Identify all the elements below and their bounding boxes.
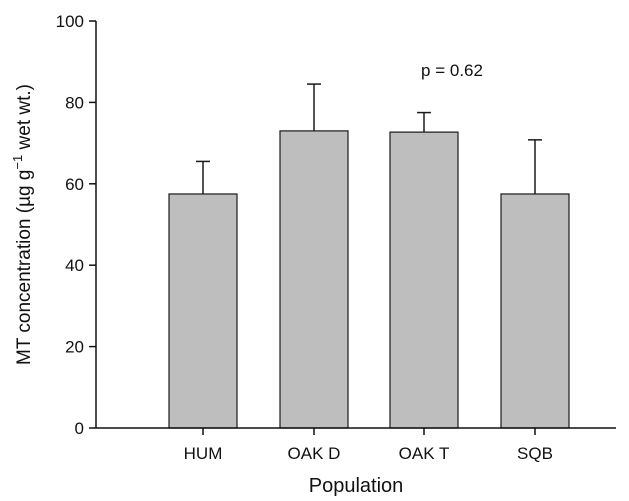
- bar-oak-t: [389, 131, 459, 429]
- y-axis-label-superscript: −1: [10, 155, 25, 170]
- error-bars-layer: [196, 83, 542, 194]
- x-tick-label: SQB: [517, 444, 553, 463]
- bar-sqb: [500, 193, 570, 429]
- y-tick-label: 60: [65, 175, 84, 194]
- x-tick-label: OAK T: [399, 444, 450, 463]
- y-tick-label: 80: [65, 93, 84, 112]
- y-axis-label-suffix: wet wt.): [14, 84, 35, 155]
- y-tick-label: 20: [65, 338, 84, 357]
- y-tick-label: 0: [75, 419, 84, 438]
- y-ticks: 0 20 40 60 80 100: [56, 12, 96, 438]
- y-tick-label: 100: [56, 12, 84, 31]
- x-tick-label: OAK D: [288, 444, 341, 463]
- x-ticks: HUM OAK D OAK T SQB: [184, 428, 553, 463]
- y-tick-label: 40: [65, 256, 84, 275]
- x-axis-label: Population: [309, 475, 404, 497]
- p-value-annotation: p = 0.62: [421, 61, 483, 80]
- axes-layer: [95, 21, 616, 429]
- bars-layer: [168, 130, 570, 429]
- bar-oak-d: [279, 130, 349, 429]
- y-axis-label-prefix: MT concentration (µg g: [14, 170, 35, 365]
- y-axis-label: MT concentration (µg g−1 wet wt.): [10, 84, 35, 365]
- bar-hum: [168, 193, 238, 429]
- x-tick-label: HUM: [184, 444, 223, 463]
